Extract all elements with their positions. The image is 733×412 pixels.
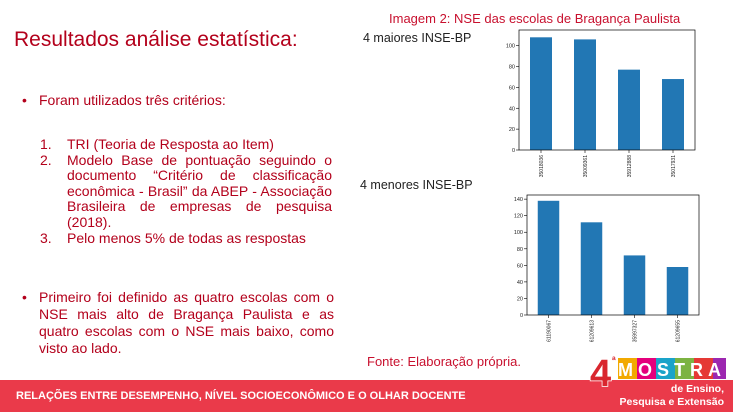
criteria-item: 2. Modelo Base de pontuação seguindo o d… <box>40 151 332 231</box>
chart-bottom-inse: 61190067 61209613 35997327 61209655 0 20 40 60 8… <box>514 194 700 342</box>
logo-numeral: 4 <box>590 353 611 395</box>
chart-top-inse: 35018036 35009361 35912888 35017931 0 20 40 60 8… <box>506 29 696 177</box>
x-tick-label: 35912888 <box>627 155 633 177</box>
y-tick-label: 40 <box>517 280 523 286</box>
x-tick-label: 61209655 <box>676 320 682 342</box>
criteria-number: 2. <box>40 151 52 168</box>
criteria-item: 1. TRI (Teoria de Resposta ao Item) <box>40 136 332 153</box>
x-tick-label: 61190067 <box>547 320 553 342</box>
logo-line2: Pesquisa e Extensão <box>620 396 724 408</box>
x-tick-label: 35009361 <box>583 155 589 177</box>
chart-bar <box>618 69 640 150</box>
y-tick-label: 140 <box>514 197 523 203</box>
y-tick-label: 0 <box>512 148 515 154</box>
x-tick-label: 61209613 <box>590 320 596 342</box>
plot-frame <box>518 29 696 151</box>
y-tick-label: 80 <box>517 247 523 253</box>
bullet-text: Primeiro foi definido as quatro escolas … <box>39 289 334 356</box>
slide-title: Resultados análise estatística: <box>14 28 298 51</box>
chart-bar <box>580 222 603 315</box>
y-tick-label: 120 <box>514 214 523 220</box>
logo-word: MOSTRA <box>618 360 726 380</box>
logo-ordinal: ª <box>612 356 616 367</box>
image-caption: Imagem 2: NSE das escolas de Bragança Pa… <box>389 11 681 26</box>
chart-bar <box>623 255 646 315</box>
criteria-item: 3. Pelo menos 5% de todas as respostas <box>40 229 332 247</box>
y-tick-label: 60 <box>509 85 515 91</box>
y-tick-label: 100 <box>514 230 523 236</box>
chart-bar <box>530 37 552 150</box>
y-tick-label: 0 <box>520 313 523 319</box>
y-tick-label: 20 <box>517 296 523 302</box>
footer-title: RELAÇÕES ENTRE DESEMPENHO, NÍVEL SOCIOEC… <box>16 390 466 402</box>
bullet-dot: • <box>22 289 27 305</box>
y-tick-label: 100 <box>506 44 515 50</box>
criteria-text: Pelo menos 5% de todas as respostas <box>67 229 306 246</box>
bullet-text: Foram utilizados três critérios: <box>39 92 226 108</box>
criteria-text: TRI (Teoria de Resposta ao Item) <box>67 136 274 152</box>
chart-bar <box>662 79 684 150</box>
x-tick-label: 35018036 <box>539 155 545 177</box>
criteria-text: Modelo Base de pontuação seguindo o docu… <box>67 151 332 230</box>
y-tick-label: 80 <box>509 65 515 71</box>
chart-bar <box>666 267 689 315</box>
mostra-logo: 4 ª MOSTRA de Ensino, Pesquisa e Extensã… <box>589 352 726 408</box>
footer-bar <box>0 380 733 412</box>
criteria-number: 3. <box>40 229 52 246</box>
bullet-dot: • <box>22 92 27 108</box>
figure-source: Fonte: Elaboração própria. <box>367 354 521 369</box>
y-tick-label: 40 <box>509 106 515 112</box>
y-tick-label: 20 <box>509 127 515 133</box>
chart-bar <box>574 39 596 150</box>
chart-bar <box>537 200 560 315</box>
x-tick-label: 35997327 <box>633 320 639 342</box>
chart-title-top: 4 maiores INSE-BP <box>363 31 472 45</box>
criteria-list: 1. TRI (Teoria de Resposta ao Item) 2. M… <box>40 136 332 247</box>
x-tick-label: 35017931 <box>671 155 677 177</box>
chart-title-bottom: 4 menores INSE-BP <box>360 178 473 192</box>
logo-line1: de Ensino, <box>671 383 724 395</box>
y-tick-label: 60 <box>517 263 523 269</box>
criteria-number: 1. <box>40 136 52 152</box>
plot-frame <box>526 194 700 316</box>
